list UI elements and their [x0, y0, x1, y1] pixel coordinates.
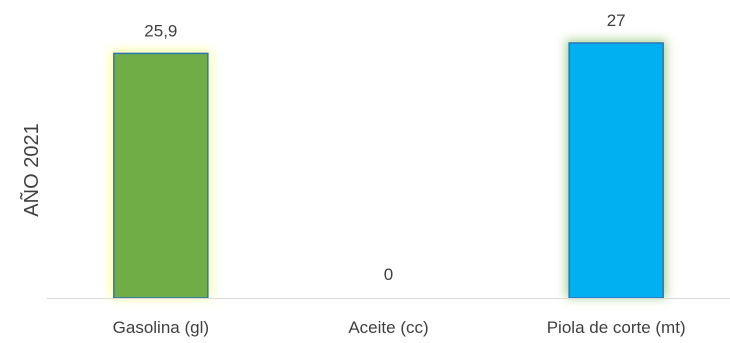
data-label: 0 — [384, 265, 393, 284]
y-axis-label: AÑO 2021 — [19, 123, 43, 216]
bar — [113, 52, 209, 299]
data-label: 25,9 — [144, 21, 177, 40]
bar — [568, 42, 664, 299]
category-label: Piola de corte (mt) — [547, 318, 686, 337]
category-label: Aceite (cc) — [348, 318, 428, 337]
data-label: 27 — [607, 11, 626, 30]
category-label: Gasolina (gl) — [113, 318, 209, 337]
